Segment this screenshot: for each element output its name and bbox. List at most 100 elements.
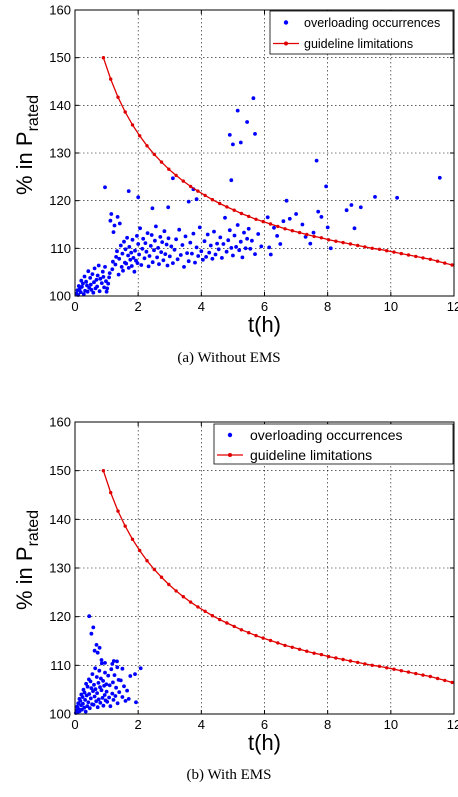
scatter-point (127, 245, 132, 249)
scatter-point (227, 228, 232, 233)
scatter-point (213, 252, 218, 257)
scatter-point (144, 249, 149, 254)
scatter-point (98, 685, 102, 690)
scatter-point (103, 661, 107, 665)
y-tick-label: 120 (49, 609, 71, 624)
scatter-point (113, 262, 118, 267)
scatter-point (94, 675, 99, 679)
guideline-point (116, 95, 120, 99)
y-tick-label: 150 (49, 50, 71, 65)
scatter-point (115, 249, 119, 254)
scatter-point (226, 238, 231, 243)
y-tick-label: 110 (50, 241, 71, 256)
guideline-point (363, 245, 367, 249)
scatter-point (120, 251, 125, 256)
x-tick-label: 4 (198, 717, 205, 732)
guideline-point (305, 649, 309, 653)
scatter-point (85, 289, 90, 294)
scatter-point (163, 252, 168, 256)
scatter-point (113, 694, 118, 698)
scatter-point (246, 226, 251, 231)
guideline-point (399, 251, 403, 256)
scatter-point (145, 231, 150, 236)
scatter-point (120, 695, 125, 699)
scatter-point (111, 659, 116, 663)
guideline-point (196, 189, 200, 193)
scatter-point (117, 221, 122, 226)
scatter-point (104, 689, 109, 694)
scatter-point (112, 223, 117, 228)
axes-box (74, 421, 455, 715)
scatter-point (104, 682, 109, 687)
scatter-point (96, 263, 101, 268)
scatter-point (93, 666, 98, 671)
scatter-point (199, 249, 204, 254)
scatter-point (103, 265, 107, 269)
guideline-point (152, 152, 156, 157)
scatter-point (224, 249, 229, 254)
scatter-point (115, 215, 120, 219)
scatter-point (89, 631, 94, 636)
guideline-point (334, 239, 338, 243)
scatter-point (349, 203, 354, 207)
guideline-point (145, 559, 149, 563)
guideline-point (123, 110, 127, 114)
scatter-point (123, 699, 128, 703)
scatter-point (114, 685, 118, 690)
scatter-point (99, 688, 104, 693)
scatter-point (139, 263, 144, 267)
scatter-point (110, 691, 115, 696)
guideline-point (116, 509, 120, 513)
guideline-point (210, 614, 215, 618)
scatter-point (100, 696, 105, 700)
scatter-point (194, 197, 199, 202)
scatter-point (126, 266, 131, 270)
figure-a: 0 2 4 6 8 10 12 100 110 120 130 140 150 160 t(h) % in P… (0, 0, 458, 396)
guideline-point (152, 567, 156, 572)
scatter-point (107, 275, 111, 280)
guideline-point (247, 631, 251, 635)
guideline-point (181, 179, 185, 183)
scatter-point (311, 230, 316, 235)
scatter-point (98, 276, 103, 281)
scatter-point (164, 242, 169, 247)
scatter-point (395, 195, 399, 200)
scatter-point (82, 690, 87, 695)
y-tick-label: 120 (49, 193, 71, 208)
guideline-point (254, 217, 258, 221)
axes-box (74, 9, 455, 297)
x-tick-label: 10 (384, 299, 398, 314)
scatter-point (107, 271, 112, 275)
scatter-point (89, 686, 94, 691)
guideline-point (167, 167, 171, 171)
x-axis-label: t(h) (248, 730, 281, 755)
scatter-point (134, 700, 138, 705)
guideline-point (341, 657, 345, 662)
guideline-point (276, 224, 280, 229)
scatter-point (215, 241, 220, 246)
guideline-point (443, 678, 447, 683)
guideline-point (232, 208, 236, 212)
x-tick-label: 4 (198, 299, 205, 314)
guideline-point (210, 198, 215, 202)
scatter-point (99, 281, 104, 285)
scatter-point (172, 247, 177, 252)
scatter-point (94, 277, 99, 282)
scatter-point (194, 245, 199, 250)
scatter-point (272, 225, 276, 230)
scatter-point (95, 284, 99, 289)
scatter-point (150, 260, 155, 265)
scatter-point (76, 701, 81, 706)
legend-line-point (284, 41, 288, 46)
scatter-point (160, 240, 165, 245)
scatter-point (101, 275, 106, 279)
scatter-point (120, 666, 125, 671)
scatter-point (81, 292, 86, 296)
guideline-point (101, 56, 106, 60)
scatter-point (79, 278, 84, 283)
scatter-point (167, 254, 172, 259)
scatter-point (229, 246, 234, 250)
scatter-point (232, 233, 237, 238)
scatter-point (183, 234, 188, 239)
scatter-point (133, 248, 137, 253)
